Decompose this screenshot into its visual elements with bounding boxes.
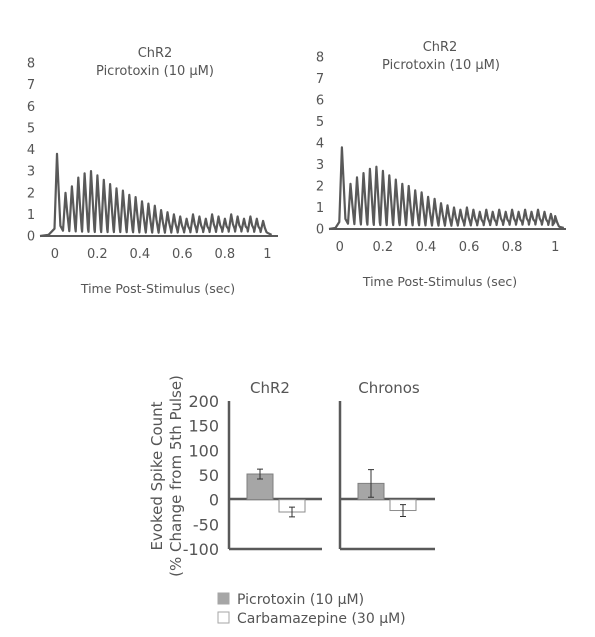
trace-right-series-line	[328, 146, 565, 231]
trace-panel-left: ChR2 Picrotoxin (10 µM) 0 1 2 3 4 5 6 7 8 0 0.2 0.…	[27, 46, 278, 296]
trace-right-y-tick-3: 3	[316, 158, 324, 173]
bar-legend: Picrotoxin (10 µM) Carbamazepine (30 µM)	[217, 592, 406, 627]
legend-swatch-picrotoxin	[217, 592, 230, 605]
trace-right-x-tick-5: 1	[551, 240, 559, 255]
bar-y-tick-2: 100	[188, 441, 219, 460]
trace-right-x-tick-3: 0.6	[459, 240, 480, 255]
trace-left-y-tick-labels: 0 1 2 3 4 5 6 7 8	[27, 57, 35, 245]
trace-left-y-tick-3: 3	[27, 165, 35, 180]
trace-left-y-tick-0: 0	[27, 230, 35, 245]
trace-right-y-tick-labels: 0 1 2 3 4 5 6 7 8	[316, 51, 324, 238]
trace-right-y-tick-6: 6	[316, 94, 324, 109]
errorbar-chr2-carbamazepine	[289, 506, 295, 518]
trace-left-y-tick-5: 5	[27, 121, 35, 136]
trace-right-x-axis-label: Time Post-Stimulus (sec)	[362, 274, 517, 289]
trace-right-x-tick-2: 0.4	[416, 240, 437, 255]
trace-right-y-tick-8: 8	[316, 51, 324, 66]
legend-swatch-carbamazepine	[217, 611, 230, 624]
trace-left-x-tick-5: 1	[263, 247, 271, 262]
trace-right-y-tick-5: 5	[316, 115, 324, 130]
legend-label-carbamazepine: Carbamazepine (30 µM)	[237, 611, 406, 627]
trace-left-y-tick-1: 1	[27, 208, 35, 223]
bar-y-axis-label-line1: Evoked Spike Count	[148, 401, 166, 550]
trace-left-x-tick-0: 0	[51, 247, 59, 262]
trace-left-y-tick-8: 8	[27, 57, 35, 72]
bar-panel-title-chr2: ChR2	[250, 379, 290, 397]
trace-left-series-line	[39, 152, 273, 238]
bar-y-tick-3: 50	[199, 466, 219, 485]
bar-y-tick-labels: 200 150 100 50 0 -50 -100	[183, 392, 219, 559]
trace-right-title-line1: ChR2	[423, 40, 458, 55]
trace-right-y-tick-7: 7	[316, 72, 324, 87]
trace-left-x-tick-2: 0.4	[130, 247, 151, 262]
bar-y-tick-6: -100	[183, 540, 219, 559]
trace-left-x-axis-label: Time Post-Stimulus (sec)	[80, 281, 235, 296]
trace-right-y-tick-4: 4	[316, 137, 324, 152]
trace-left-x-tick-4: 0.8	[215, 247, 236, 262]
bar-y-tick-5: -50	[193, 515, 219, 534]
trace-left-x-tick-1: 0.2	[87, 247, 108, 262]
bar-panel-title-chronos: Chronos	[358, 379, 420, 397]
trace-left-x-tick-labels: 0 0.2 0.4 0.6 0.8 1	[51, 247, 272, 262]
trace-right-y-tick-2: 2	[316, 180, 324, 195]
errorbar-chr2-picrotoxin	[257, 468, 263, 480]
trace-right-x-tick-0: 0	[336, 240, 344, 255]
trace-left-title-line2: Picrotoxin (10 µM)	[96, 64, 214, 79]
trace-right-title-line2: Picrotoxin (10 µM)	[382, 58, 500, 73]
errorbar-chronos-picrotoxin	[368, 469, 374, 498]
trace-left-y-tick-6: 6	[27, 100, 35, 115]
trace-right-x-tick-1: 0.2	[373, 240, 394, 255]
trace-left-x-tick-3: 0.6	[172, 247, 193, 262]
errorbar-chronos-carbamazepine	[400, 504, 406, 517]
bar-chart: Evoked Spike Count (% Change from 5th Pu…	[148, 375, 435, 627]
bar-y-axis-label-line2: (% Change from 5th Pulse)	[167, 375, 185, 577]
trace-right-x-tick-labels: 0 0.2 0.4 0.6 0.8 1	[336, 240, 560, 255]
trace-right-y-tick-0: 0	[316, 223, 324, 238]
bar-y-tick-1: 150	[188, 417, 219, 436]
trace-right-x-tick-4: 0.8	[502, 240, 523, 255]
trace-left-title-line1: ChR2	[138, 46, 173, 61]
trace-right-y-tick-1: 1	[316, 201, 324, 216]
trace-left-y-tick-7: 7	[27, 78, 35, 93]
trace-panel-right: ChR2 Picrotoxin (10 µM) 0 1 2 3 4 5 6 7 8 0 0.2 0.…	[316, 40, 566, 289]
legend-label-picrotoxin: Picrotoxin (10 µM)	[237, 592, 364, 608]
bar-y-tick-0: 200	[188, 392, 219, 411]
trace-left-y-tick-2: 2	[27, 186, 35, 201]
bar-marks	[246, 468, 417, 518]
bar-y-tick-4: 0	[209, 491, 219, 510]
trace-left-y-tick-4: 4	[27, 143, 35, 158]
